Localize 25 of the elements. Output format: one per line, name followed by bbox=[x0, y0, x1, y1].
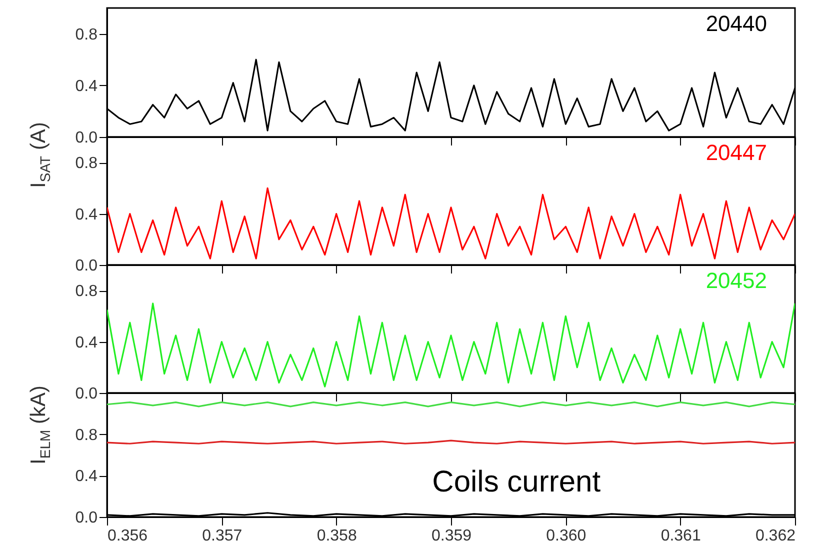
y-tick-label: 0.4 bbox=[75, 334, 98, 352]
x-tick-label: 0.361 bbox=[660, 528, 701, 544]
y-tick-label: 0.4 bbox=[75, 468, 98, 486]
x-tick-label: 0.362 bbox=[755, 528, 796, 544]
y-tick-label: 0.4 bbox=[75, 206, 98, 224]
x-tick-label: 0.356 bbox=[108, 528, 148, 544]
series-label: 20447 bbox=[706, 140, 767, 165]
series-label: 20440 bbox=[706, 11, 767, 36]
y-tick-label: 0.0 bbox=[75, 386, 98, 402]
y-tick-label: 0.8 bbox=[75, 26, 98, 44]
line-series bbox=[107, 302, 795, 388]
y-tick-label: 0.0 bbox=[75, 258, 98, 274]
y-tick-label: 0.8 bbox=[75, 426, 98, 444]
x-tick-label: 0.357 bbox=[202, 528, 242, 544]
y-tick-label: 0.0 bbox=[75, 510, 98, 526]
line-series bbox=[107, 187, 795, 260]
y-tick-label: 0.0 bbox=[75, 130, 98, 146]
x-tick-label: 0.358 bbox=[316, 528, 357, 544]
x-tick-label: 0.360 bbox=[546, 528, 586, 544]
annotation: Coils current bbox=[432, 465, 602, 498]
y-tick-label: 0.8 bbox=[75, 283, 98, 300]
series-label: 20452 bbox=[706, 268, 767, 293]
y-tick-label: 0.8 bbox=[75, 155, 98, 172]
x-tick-label: 0.359 bbox=[431, 528, 472, 544]
y-tick-label: 0.4 bbox=[75, 78, 98, 95]
